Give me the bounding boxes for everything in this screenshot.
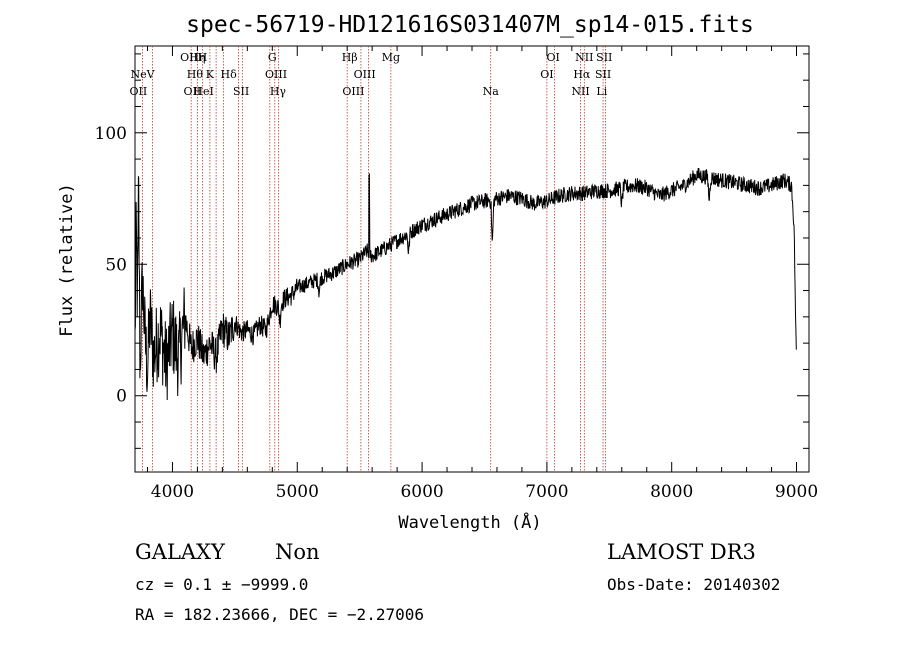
line-label-NeV2: NeV <box>130 68 155 81</box>
line-label-SII-b: SII <box>596 51 612 64</box>
object-class: GALAXY <box>135 540 226 564</box>
line-label-K: K <box>206 68 215 81</box>
line-label-OII: OII <box>130 85 148 98</box>
y-tick-label-50: 50 <box>105 255 127 275</box>
line-label-Na: Na <box>483 85 500 98</box>
x-tick-label-4000: 4000 <box>151 482 194 502</box>
coordinates-line: RA = 182.23666, DEC = −2.27006 <box>135 605 424 624</box>
x-tick-label-9000: 9000 <box>775 482 818 502</box>
line-label-SII-c: SII <box>595 68 611 81</box>
x-tick-label-8000: 8000 <box>650 482 693 502</box>
line-label-NII-a: NII <box>575 51 593 64</box>
spectral-line-markers <box>142 46 606 472</box>
line-label-OIII-c: OIII <box>354 68 376 81</box>
line-label-Hh: Hη <box>189 51 205 64</box>
line-label-Htheta: Hθ <box>187 68 204 81</box>
line-label-G: G <box>268 51 277 64</box>
x-tick-label-7000: 7000 <box>525 482 568 502</box>
line-label-OI-a: OI <box>546 51 559 64</box>
line-label-NII-b: NII <box>571 85 589 98</box>
line-label-Hdelta: Hδ <box>221 68 238 81</box>
flux-series-line <box>134 167 797 401</box>
object-subclass: Non <box>275 540 320 564</box>
redshift-line: cz = 0.1 ± −9999.0 <box>135 575 308 594</box>
observation-date: Obs-Date: 20140302 <box>607 575 780 594</box>
line-label-OIII-d: OIII <box>342 85 364 98</box>
line-label-Halpha: Hα <box>573 68 591 81</box>
y-tick-label-0: 0 <box>116 387 127 407</box>
survey-name: LAMOST DR3 <box>607 540 756 564</box>
x-tick-label-6000: 6000 <box>400 482 443 502</box>
line-label-H-K: H <box>198 51 208 64</box>
line-label-Li: Li <box>596 85 607 98</box>
line-label-Mg: Mg <box>382 51 400 64</box>
chart-title: spec-56719-HD121616S031407M_sp14-015.fit… <box>186 12 754 38</box>
plot-frame <box>134 45 810 473</box>
line-label-Hbeta: Hβ <box>342 51 358 64</box>
line-label-OIII-b: OIII <box>265 68 287 81</box>
line-label-HeI: HeI <box>193 85 213 98</box>
line-label-OIII-4363: OIII <box>180 51 202 64</box>
y-tick-label-100: 100 <box>95 124 127 144</box>
x-tick-label-5000: 5000 <box>276 482 319 502</box>
x-axis-ticks: 4000 5000 6000 7000 8000 9000 <box>146 46 818 502</box>
line-label-SII-a: SII <box>233 85 249 98</box>
line-label-OII-b: OII <box>184 85 202 98</box>
line-label-OI-b: OI <box>540 68 553 81</box>
y-axis-ticks: 0 50 100 <box>95 53 809 449</box>
x-axis-label: Wavelength (Å) <box>398 511 541 533</box>
line-label-Hgamma: Hγ <box>270 85 287 98</box>
y-axis-label: Flux (relative) <box>57 183 77 337</box>
